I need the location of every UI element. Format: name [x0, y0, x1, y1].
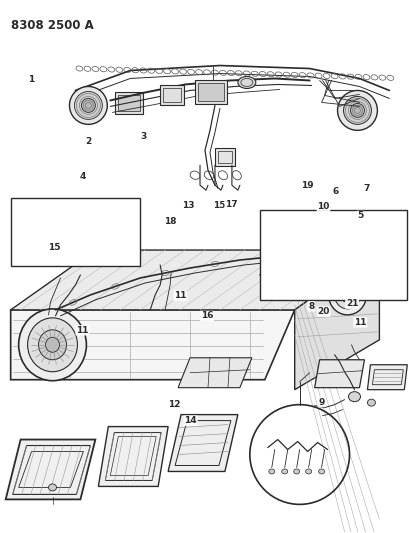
Ellipse shape: [268, 469, 274, 474]
Ellipse shape: [334, 281, 360, 309]
Polygon shape: [98, 426, 168, 487]
Text: 3: 3: [140, 132, 146, 141]
Text: 11: 11: [353, 318, 366, 327]
Bar: [118, 95, 140, 111]
Polygon shape: [314, 360, 364, 387]
Ellipse shape: [281, 469, 287, 474]
Text: 20: 20: [317, 307, 329, 316]
Ellipse shape: [18, 309, 86, 381]
Ellipse shape: [27, 318, 77, 372]
Text: 16: 16: [200, 311, 213, 320]
Ellipse shape: [293, 469, 299, 474]
Ellipse shape: [35, 239, 42, 245]
Ellipse shape: [318, 469, 324, 474]
Bar: [259, 210, 406, 300]
Ellipse shape: [343, 291, 351, 299]
Ellipse shape: [65, 239, 72, 245]
Text: 18: 18: [164, 217, 176, 226]
Text: 19: 19: [300, 181, 313, 190]
Polygon shape: [366, 365, 406, 390]
Bar: [115, 92, 143, 115]
Text: 11: 11: [76, 326, 88, 335]
Text: 1: 1: [28, 75, 34, 84]
Text: 8308 2500 A: 8308 2500 A: [11, 19, 93, 31]
Bar: [198, 84, 223, 101]
Ellipse shape: [380, 252, 396, 264]
Text: 21: 21: [345, 299, 357, 308]
Ellipse shape: [337, 91, 377, 131]
Ellipse shape: [45, 337, 59, 352]
Text: 14: 14: [184, 416, 197, 425]
Ellipse shape: [80, 239, 87, 245]
Bar: [160, 85, 184, 106]
Text: 15: 15: [47, 244, 60, 253]
Text: 9: 9: [317, 398, 324, 407]
Ellipse shape: [48, 484, 56, 491]
Polygon shape: [178, 358, 251, 387]
Bar: [218, 151, 231, 163]
Polygon shape: [168, 415, 237, 472]
Ellipse shape: [69, 86, 107, 124]
Text: 11: 11: [174, 291, 186, 300]
Ellipse shape: [74, 92, 102, 119]
Bar: [163, 88, 181, 102]
Polygon shape: [11, 310, 294, 379]
Ellipse shape: [237, 77, 255, 88]
Text: 15: 15: [213, 201, 225, 210]
Ellipse shape: [328, 275, 366, 315]
Text: 6: 6: [332, 187, 338, 196]
Text: 7: 7: [362, 184, 369, 193]
Ellipse shape: [350, 103, 364, 117]
Ellipse shape: [343, 96, 371, 124]
Polygon shape: [6, 440, 95, 499]
Bar: [11, 198, 140, 266]
Polygon shape: [294, 250, 378, 390]
Ellipse shape: [340, 287, 354, 302]
Ellipse shape: [348, 392, 360, 402]
Text: 4: 4: [79, 172, 85, 181]
Bar: [195, 80, 226, 104]
Bar: [214, 148, 234, 166]
Polygon shape: [11, 250, 378, 310]
Text: 5: 5: [356, 212, 362, 221]
Text: 8: 8: [307, 302, 314, 311]
Ellipse shape: [81, 99, 95, 112]
Ellipse shape: [366, 399, 375, 406]
Ellipse shape: [38, 330, 66, 360]
Text: 12: 12: [168, 400, 180, 409]
Text: 10: 10: [317, 203, 329, 212]
Ellipse shape: [305, 469, 311, 474]
Ellipse shape: [50, 239, 57, 245]
Text: 2: 2: [85, 137, 92, 146]
Text: 17: 17: [225, 200, 237, 209]
Text: 13: 13: [182, 201, 194, 210]
